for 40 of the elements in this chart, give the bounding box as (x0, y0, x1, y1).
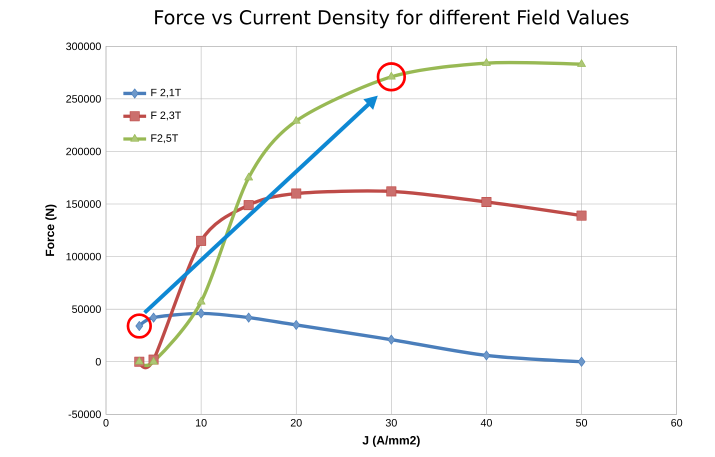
point (292, 320, 300, 330)
point (244, 312, 253, 323)
y-tick-label: 200000 (66, 148, 101, 156)
point (196, 236, 206, 246)
x-tick-label: 60 (671, 419, 682, 427)
y-tick-label: 50000 (72, 305, 101, 313)
point (578, 356, 586, 367)
point (482, 350, 490, 360)
x-tick-label: 50 (576, 419, 588, 427)
legend-label: F 2,1T (151, 88, 182, 98)
legend-label: F 2,3T (151, 112, 182, 120)
y-tick-label: 150000 (66, 200, 101, 208)
y-tick-label: 300000 (66, 42, 101, 50)
y-tick-label: 250000 (66, 95, 101, 103)
x-tick-label: 10 (196, 419, 207, 427)
point (577, 59, 586, 67)
point (197, 308, 205, 318)
point (291, 188, 302, 199)
point (244, 172, 254, 180)
point (482, 58, 491, 66)
point (134, 356, 144, 364)
y-tick-label: -50000 (68, 410, 101, 418)
point (386, 186, 396, 196)
x-axis-title: J (A/mm2) (362, 436, 420, 447)
point (576, 210, 587, 221)
y-tick-label: 0 (96, 358, 101, 366)
x-tick-label: 40 (480, 419, 492, 427)
point (481, 196, 492, 207)
x-tick-label: 30 (386, 419, 397, 427)
point (292, 116, 301, 124)
point (387, 334, 396, 345)
legend-label: F2,5T (151, 134, 178, 144)
x-tick-label: 20 (290, 419, 302, 427)
x-tick-label: 0 (103, 419, 109, 427)
chart-title: Force vs Current Density for different Field Values (155, 10, 628, 28)
y-tick-label: 100000 (66, 252, 101, 260)
point (244, 200, 254, 210)
y-axis-title: Force (N) (45, 204, 57, 256)
point (196, 296, 206, 304)
point (150, 312, 158, 323)
